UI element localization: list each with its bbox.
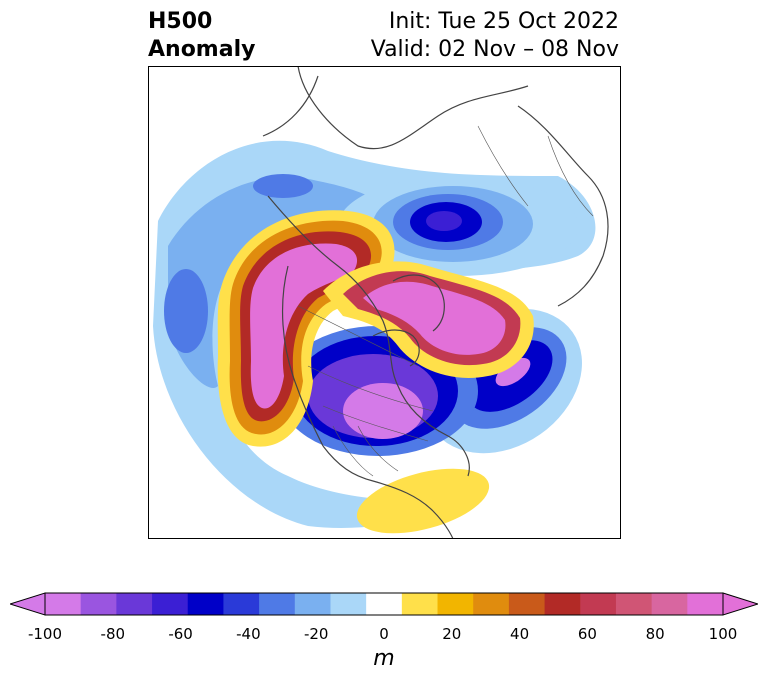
colorbar-segment — [80, 593, 117, 615]
colorbar-tick-label: -40 — [236, 625, 261, 643]
southeast-ridge — [356, 468, 490, 534]
colorbar-tick-label: -20 — [303, 625, 329, 643]
colorbar-segment — [45, 593, 82, 615]
atlantic-low-center — [495, 357, 531, 387]
colorbar-segment — [294, 593, 331, 615]
arctic-ridge-core — [363, 281, 506, 355]
colorbar-segment — [116, 593, 153, 615]
anomaly-map — [148, 66, 621, 539]
colorbar-tick-label: 20 — [442, 625, 462, 643]
colorbar-tick-label: 0 — [379, 625, 389, 643]
title-variable: H500 — [148, 9, 213, 34]
colorbar-min-extension — [8, 592, 46, 616]
colorbar-segment — [366, 593, 403, 615]
colorbar-segment — [544, 593, 581, 615]
colorbar-unit: m — [373, 646, 395, 671]
borders — [297, 125, 594, 477]
colorbar-tick-label: 60 — [577, 625, 597, 643]
colorbar-segment — [437, 593, 474, 615]
colorbar-segment — [615, 593, 653, 615]
chart-title-right: Init: Tue 25 Oct 2022 Valid: 02 Nov – 08… — [371, 8, 619, 64]
colorbar-tick-label: 80 — [645, 625, 665, 643]
colorbar-tick-label: -80 — [100, 625, 126, 643]
chart-title-left: H500 Anomaly — [148, 8, 255, 64]
colorbar-tick-label: -100 — [27, 625, 63, 643]
colorbar-tick-label: 100 — [708, 625, 738, 643]
valid-range: Valid: 02 Nov – 08 Nov — [370, 37, 619, 62]
colorbar-segment — [473, 593, 510, 615]
colorbar-segment — [401, 593, 439, 615]
colorbar-segment — [580, 593, 617, 615]
siberia-low-center — [426, 211, 462, 231]
colorbar-segment — [330, 593, 367, 615]
colorbar-tick-label: 40 — [510, 625, 530, 643]
colorbar — [8, 590, 760, 618]
title-type: Anomaly — [148, 37, 256, 62]
colorbar-tick-label: -60 — [168, 625, 193, 643]
colorbar-segment — [187, 593, 224, 615]
pacific-low-core — [164, 269, 208, 353]
colorbar-segment — [687, 593, 724, 615]
colorbar-segment — [508, 593, 546, 615]
na-trough-core — [343, 383, 423, 439]
western-ridge-core — [250, 243, 358, 409]
colorbar-segment — [259, 593, 296, 615]
colorbar-segment — [152, 593, 189, 615]
init-date: Init: Tue 25 Oct 2022 — [388, 9, 619, 34]
coastlines — [262, 66, 609, 539]
colorbar-segment — [651, 593, 688, 615]
gulf-alaska-low — [253, 174, 313, 198]
colorbar-max-extension — [722, 592, 760, 616]
colorbar-segment — [223, 593, 260, 615]
